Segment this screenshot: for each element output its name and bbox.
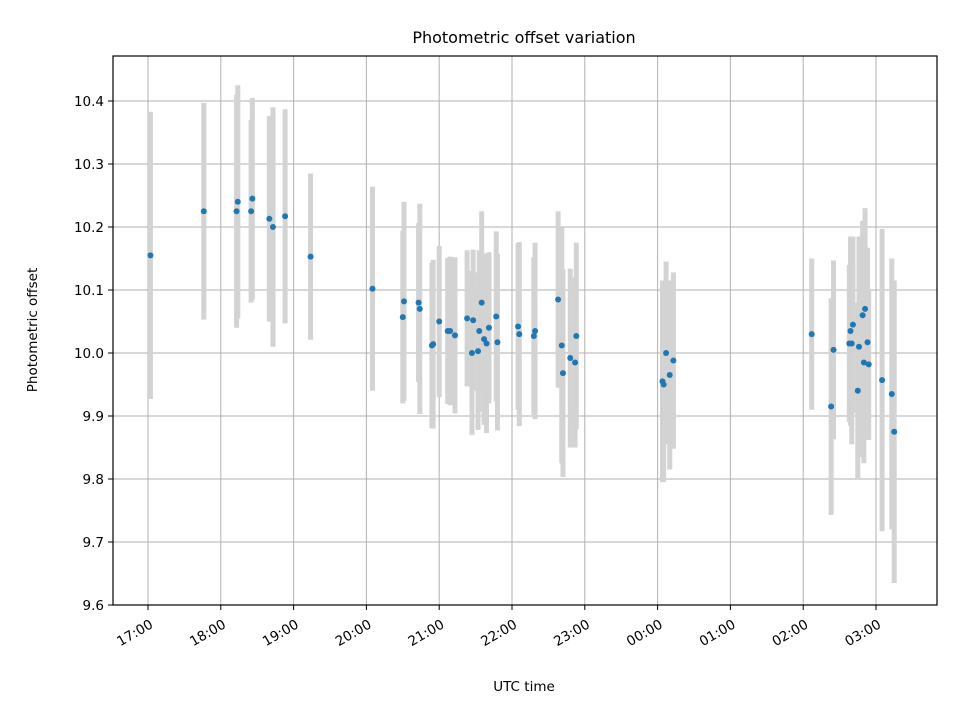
data-point [464,315,471,322]
data-point [860,359,867,366]
data-point [451,332,458,339]
data-point [856,343,863,350]
data-point [862,305,869,312]
y-tick-label: 10.2 [74,220,104,236]
data-point [879,377,886,384]
data-point [567,355,574,362]
chart-title: Photometric offset variation [412,28,635,47]
data-point [515,323,522,330]
y-tick-label: 9.9 [83,409,104,425]
data-point [369,285,376,292]
data-point [808,331,815,338]
data-point [269,224,276,230]
data-point [663,350,670,356]
y-axis-label: Photometric offset [25,268,41,392]
y-tick-label: 9.7 [83,535,104,551]
data-point [485,324,492,331]
data-point [848,340,855,347]
x-axis-label: UTC time [493,679,555,695]
data-point [249,195,256,202]
data-points [147,195,898,435]
plot-frame [112,55,938,606]
data-point [200,208,207,215]
data-point [399,314,406,321]
y-tick-label: 9.6 [83,598,104,614]
data-point [572,359,579,366]
data-point [233,208,240,215]
data-point [307,253,314,260]
data-point [573,332,580,339]
data-point [436,318,443,325]
data-point [532,327,539,334]
data-point [475,348,482,355]
y-tick-label: 10.1 [74,283,104,299]
data-point [555,296,562,303]
data-point [559,370,566,377]
data-point [660,381,667,388]
data-point [670,357,677,364]
data-point [483,340,490,347]
data-point [447,327,454,334]
grid [113,56,937,606]
data-point [847,327,854,334]
y-tick-label: 10.0 [74,346,104,362]
data-point [430,341,437,348]
data-point [666,372,673,379]
data-point [516,331,523,338]
data-point [147,252,154,259]
data-point [830,346,837,353]
data-point [476,327,483,334]
y-tick-label: 10.4 [74,94,104,110]
data-point [865,361,872,368]
data-point [248,208,255,215]
y-axis-ticks: 9.6 9.7 9.8 9.9 10.0 10.1 10.2 10.3 10.4 [74,94,113,614]
data-point [888,390,895,397]
data-point [493,313,500,320]
data-point [468,350,475,356]
data-point [558,342,565,349]
data-point [864,339,871,346]
data-point [530,332,537,339]
data-point [854,387,861,394]
data-point [849,321,856,328]
data-point [234,198,241,205]
data-point [266,215,273,222]
data-point [481,336,488,343]
data-point [494,339,501,346]
data-point [828,403,835,410]
data-point [282,213,289,220]
data-point [470,317,477,324]
data-point [401,298,408,305]
data-point [415,299,422,306]
y-tick-label: 10.3 [74,157,104,173]
y-tick-label: 9.8 [83,472,104,488]
data-point [891,428,898,435]
data-point [416,305,423,312]
data-point [478,299,485,306]
data-point [859,312,866,319]
